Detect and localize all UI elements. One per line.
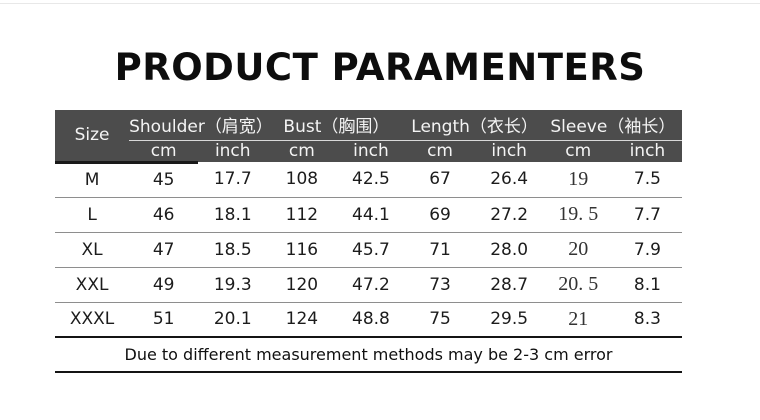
size-cell: L bbox=[55, 197, 130, 233]
table-row-l: L 46 18.1 112 44.1 69 27.2 19. 5 7.7 bbox=[55, 197, 682, 233]
measurement-cell: 27.2 bbox=[474, 197, 544, 233]
measurement-cell: 71 bbox=[405, 232, 475, 268]
measurement-cell: 20.1 bbox=[198, 302, 268, 338]
measurement-cell: 51 bbox=[129, 302, 199, 338]
size-chart-table: Size Shoulder（肩宽） Bust（胸围） Length（衣长） Sl… bbox=[55, 110, 682, 373]
measurement-cell: 26.4 bbox=[474, 162, 544, 198]
sleeve-inch-unit-header: inch bbox=[612, 140, 682, 162]
measurement-cell: 19 bbox=[543, 162, 613, 198]
measurement-cell: 29.5 bbox=[474, 302, 544, 338]
measurement-cell: 20. 5 bbox=[543, 267, 613, 303]
shoulder-group-header: Shoulder（肩宽） bbox=[129, 110, 273, 141]
measurement-cell: 7.5 bbox=[612, 162, 682, 198]
table-group-header-row: Size Shoulder（肩宽） Bust（胸围） Length（衣长） Sl… bbox=[55, 110, 682, 164]
size-cell: M bbox=[55, 162, 130, 198]
measurement-cell: 8.1 bbox=[612, 267, 682, 303]
measurement-cell: 19. 5 bbox=[543, 197, 613, 233]
measurement-cell: 28.0 bbox=[474, 232, 544, 268]
sleeve-cm-unit-header: cm bbox=[543, 140, 613, 162]
table-row-xl: XL 47 18.5 116 45.7 71 28.0 20 7.9 bbox=[55, 232, 682, 268]
measurement-cell: 69 bbox=[405, 197, 475, 233]
measurement-cell: 124 bbox=[267, 302, 337, 338]
measurement-cell: 46 bbox=[129, 197, 199, 233]
table-row-xxxl: XXXL 51 20.1 124 48.8 75 29.5 21 8.3 bbox=[55, 302, 682, 338]
measurement-cell: 67 bbox=[405, 162, 475, 198]
sleeve-group-header: Sleeve（袖长） bbox=[543, 110, 682, 141]
measurement-cell: 112 bbox=[267, 197, 337, 233]
measurement-cell: 116 bbox=[267, 232, 337, 268]
size-cell: XXXL bbox=[55, 302, 130, 338]
measurement-cell: 42.5 bbox=[336, 162, 406, 198]
measurement-cell: 45 bbox=[129, 162, 199, 198]
measurement-cell: 108 bbox=[267, 162, 337, 198]
measurement-cell: 17.7 bbox=[198, 162, 268, 198]
measurement-cell: 18.1 bbox=[198, 197, 268, 233]
table-row-m: M 45 17.7 108 42.5 67 26.4 19 7.5 bbox=[55, 162, 682, 198]
measurement-cell: 18.5 bbox=[198, 232, 268, 268]
size-cell: XL bbox=[55, 232, 130, 268]
top-divider bbox=[0, 3, 760, 4]
length-cm-unit-header: cm bbox=[405, 140, 475, 162]
bust-group-header: Bust（胸围） bbox=[267, 110, 406, 141]
table-note-row: Due to different measurement methods may… bbox=[55, 337, 682, 373]
measurement-cell: 44.1 bbox=[336, 197, 406, 233]
table-units-header-row: cm inch cm inch cm inch cm inch bbox=[55, 140, 682, 164]
measurement-cell: 47.2 bbox=[336, 267, 406, 303]
measurement-cell: 49 bbox=[129, 267, 199, 303]
page-title: PRODUCT PARAMENTERS bbox=[114, 46, 646, 89]
measurement-cell: 7.9 bbox=[612, 232, 682, 268]
measurement-cell: 8.3 bbox=[612, 302, 682, 338]
size-column-header: Size bbox=[55, 110, 130, 164]
shoulder-cm-unit-header: cm bbox=[129, 140, 199, 164]
table-row-xxl: XXL 49 19.3 120 47.2 73 28.7 20. 5 8.1 bbox=[55, 267, 682, 303]
measurement-cell: 48.8 bbox=[336, 302, 406, 338]
measurement-cell: 47 bbox=[129, 232, 199, 268]
bust-inch-unit-header: inch bbox=[336, 140, 406, 162]
measurement-cell: 75 bbox=[405, 302, 475, 338]
measurement-cell: 73 bbox=[405, 267, 475, 303]
measurement-note: Due to different measurement methods may… bbox=[55, 337, 682, 373]
measurement-cell: 120 bbox=[267, 267, 337, 303]
measurement-cell: 45.7 bbox=[336, 232, 406, 268]
shoulder-inch-unit-header: inch bbox=[198, 140, 268, 162]
length-inch-unit-header: inch bbox=[474, 140, 544, 162]
measurement-cell: 28.7 bbox=[474, 267, 544, 303]
measurement-cell: 20 bbox=[543, 232, 613, 268]
size-cell: XXL bbox=[55, 267, 130, 303]
measurement-cell: 7.7 bbox=[612, 197, 682, 233]
bust-cm-unit-header: cm bbox=[267, 140, 337, 162]
length-group-header: Length（衣长） bbox=[405, 110, 544, 141]
measurement-cell: 19.3 bbox=[198, 267, 268, 303]
measurement-cell: 21 bbox=[543, 302, 613, 338]
